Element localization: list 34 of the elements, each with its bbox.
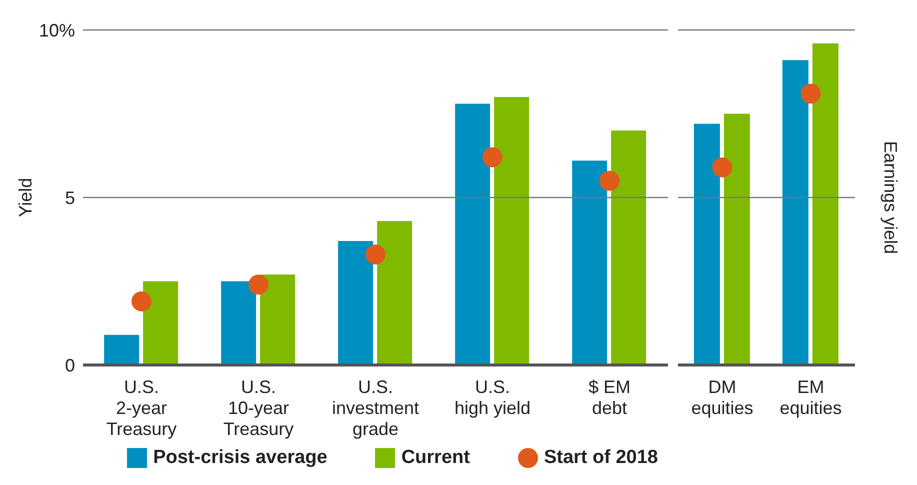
y-axis-title: Yield [15, 178, 36, 218]
y-axis-title: Earnings yield [880, 140, 901, 254]
x-tick-label: U.S. 2-year Treasury [106, 377, 177, 439]
bar [494, 97, 530, 365]
bar [377, 220, 412, 365]
bar [143, 281, 178, 365]
bar [104, 334, 140, 365]
point [600, 170, 620, 191]
y-tick-label: 10% [38, 20, 75, 40]
point [366, 244, 386, 264]
y-tick-label: 5 [64, 188, 75, 208]
x-tick-label: $ EM debt [588, 377, 631, 418]
bar [812, 43, 838, 365]
legend-label: Start of 2018 [544, 447, 658, 469]
point [132, 291, 152, 312]
x-tick-label: U.S. 10-year Treasury [223, 377, 294, 439]
legend-label: Post-crisis average [153, 447, 328, 469]
bar [221, 281, 256, 365]
point [248, 274, 268, 295]
x-tick-label: EM equities [780, 377, 842, 418]
bar [694, 124, 720, 365]
x-tick-label: U.S. high yield [454, 377, 531, 418]
bar [724, 114, 750, 365]
bar [455, 104, 490, 365]
bar [611, 130, 646, 365]
legend-label: Current [401, 447, 470, 469]
point [482, 147, 502, 168]
x-tick-label: DM equities [691, 377, 754, 418]
bar [338, 241, 374, 365]
bar [572, 160, 608, 365]
y-tick-label: 0 [64, 355, 75, 376]
bar [782, 60, 808, 365]
x-tick-label: U.S. investment grade [332, 377, 420, 439]
bar [260, 274, 296, 365]
